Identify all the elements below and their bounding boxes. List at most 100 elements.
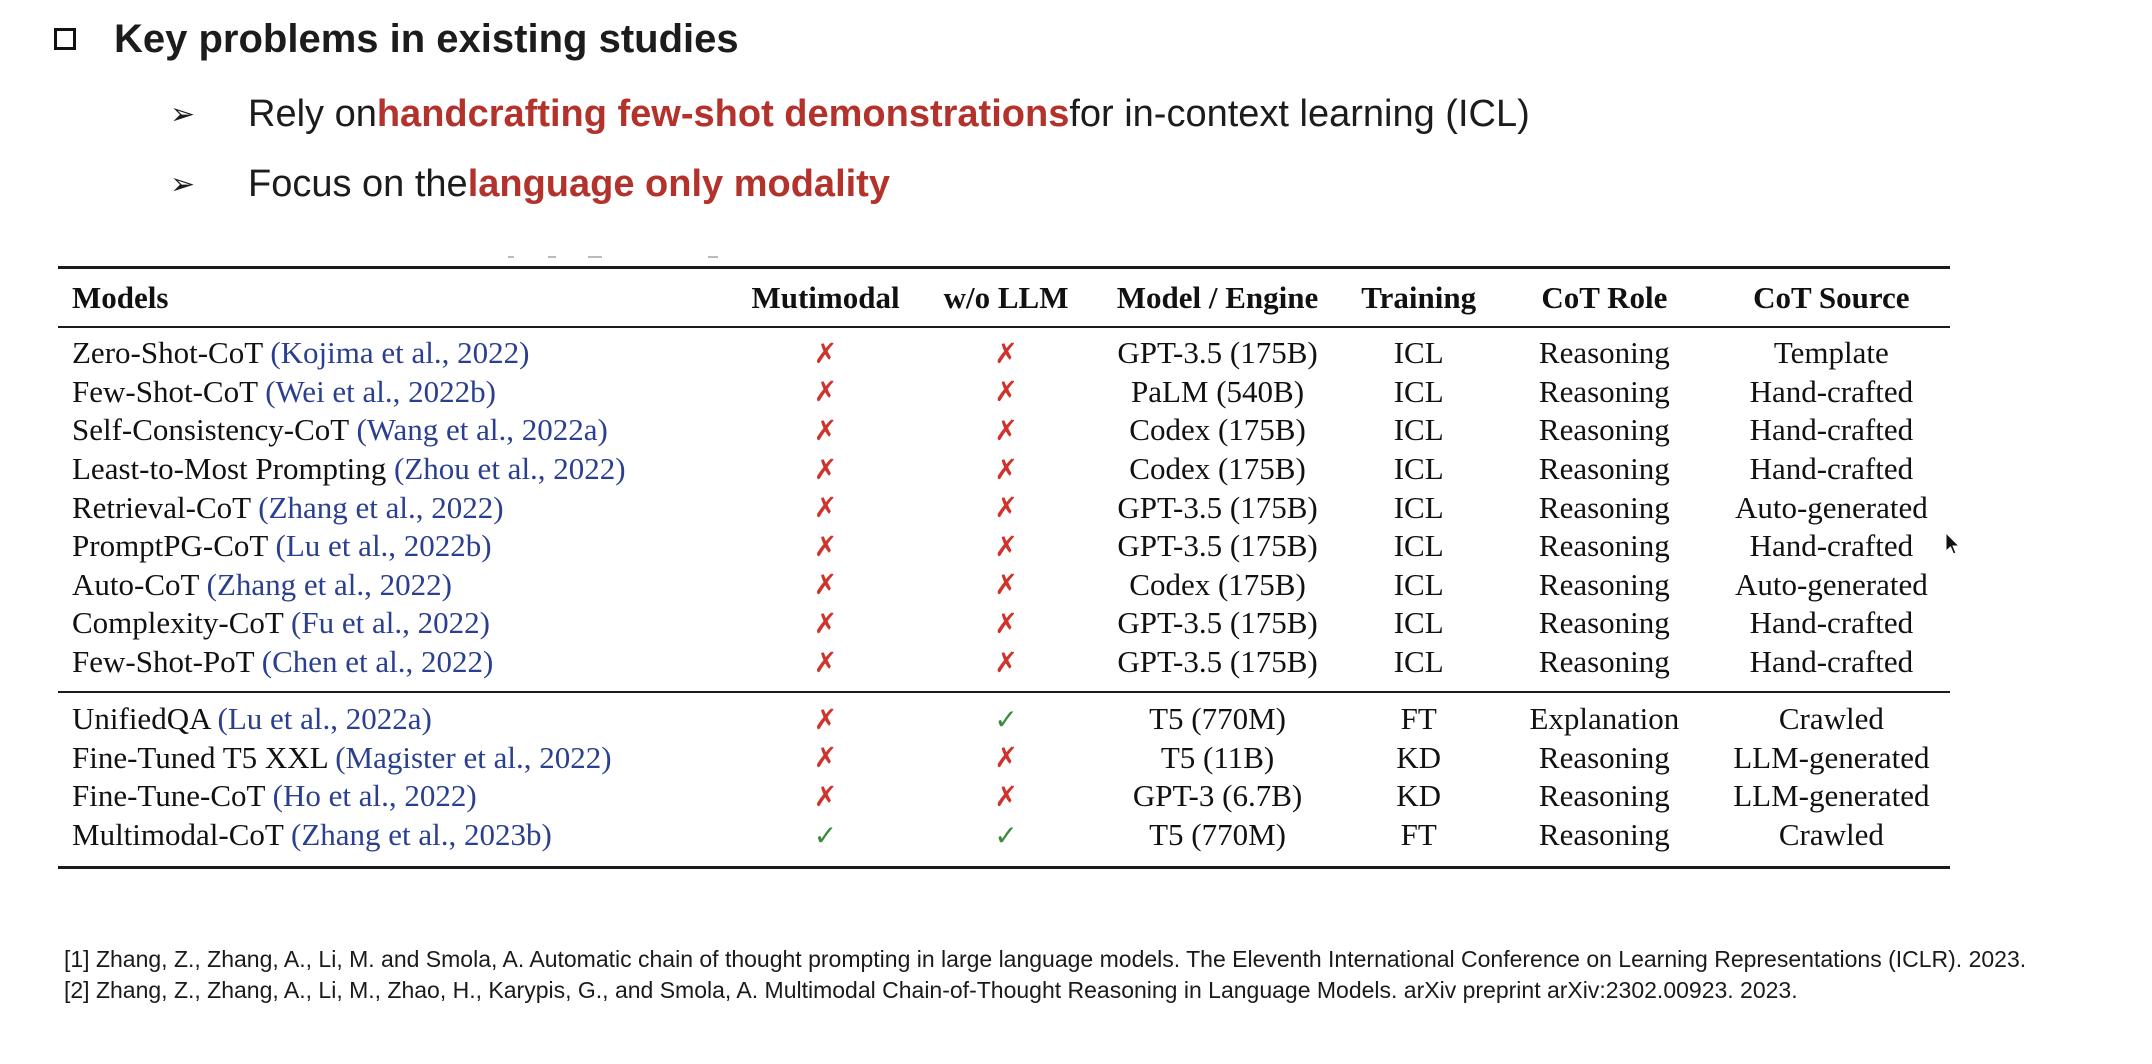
table-row: UnifiedQA (Lu et al., 2022a) ✗ ✓ T5 (770M) F…	[58, 700, 1950, 739]
cell-training: ICL	[1393, 605, 1444, 641]
comparison-table-group1: Zero-Shot-CoT (Kojima et al., 2022) ✗ ✗ GPT…	[58, 334, 1950, 681]
cell-engine: GPT-3.5 (175B)	[1117, 335, 1318, 371]
bullet-text-before: Rely on	[248, 92, 377, 135]
citation-link[interactable]: (Magister et al., 2022)	[335, 739, 612, 775]
cell-cot-source: Hand-crafted	[1749, 644, 1914, 680]
col-header-wo-llm: w/o LLM	[943, 280, 1069, 315]
artifact-marks	[508, 256, 718, 258]
arrow-icon: ➢	[170, 97, 196, 131]
cell-cot-source: LLM-generated	[1733, 778, 1930, 814]
cell-multimodal: ✗	[813, 375, 838, 409]
cell-wo-llm: ✗	[994, 336, 1018, 370]
cell-cot-source: Crawled	[1778, 701, 1884, 737]
cell-cot-source: Auto-generated	[1734, 489, 1928, 525]
cell-model: Complexity-CoT (Fu et al., 2022)	[58, 604, 733, 643]
cell-wo-llm: ✗	[994, 606, 1018, 640]
table-row: Self-Consistency-CoT (Wang et al., 2022a…	[58, 411, 1950, 450]
cell-model: Zero-Shot-CoT (Kojima et al., 2022)	[58, 334, 733, 373]
cell-training: ICL	[1393, 373, 1444, 409]
cell-model: PromptPG-CoT (Lu et al., 2022b)	[58, 527, 733, 566]
cell-training: ICL	[1393, 412, 1444, 448]
bullet-highlight: language only modality	[467, 162, 890, 205]
cell-wo-llm: ✗	[994, 529, 1018, 563]
cell-cot-source: Auto-generated	[1734, 566, 1928, 602]
citation-link[interactable]: (Wei et al., 2022b)	[265, 373, 496, 409]
cell-cot-role: Reasoning	[1538, 605, 1670, 641]
references: [1] Zhang, Z., Zhang, A., Li, M. and Smo…	[64, 944, 2104, 1006]
cell-multimodal: ✗	[813, 606, 838, 640]
cell-engine: GPT-3 (6.7B)	[1132, 778, 1303, 814]
cell-model: Few-Shot-PoT (Chen et al., 2022)	[58, 643, 733, 682]
model-name: Complexity-CoT	[72, 605, 292, 641]
citation-link[interactable]: (Lu et al., 2022b)	[275, 528, 492, 564]
cell-cot-role: Explanation	[1529, 701, 1680, 737]
cell-engine: T5 (770M)	[1149, 701, 1286, 737]
cell-cot-source: Template	[1773, 335, 1889, 371]
table-row: Auto-CoT (Zhang et al., 2022) ✗ ✗ Codex (17…	[58, 566, 1950, 605]
cell-engine: T5 (11B)	[1160, 739, 1275, 775]
citation-link[interactable]: (Wang et al., 2022a)	[356, 412, 608, 448]
cell-cot-source: Crawled	[1778, 817, 1884, 853]
model-name: Fine-Tuned T5 XXL	[72, 739, 336, 775]
citation-link[interactable]: (Zhang et al., 2022)	[206, 566, 452, 602]
model-name: Few-Shot-CoT	[72, 373, 266, 409]
model-name: Auto-CoT	[72, 566, 207, 602]
cell-wo-llm: ✗	[994, 491, 1018, 525]
citation-link[interactable]: (Zhou et al., 2022)	[394, 451, 626, 487]
citation-link[interactable]: (Ho et al., 2022)	[272, 778, 477, 814]
cell-multimodal: ✗	[813, 645, 838, 679]
cell-cot-role: Reasoning	[1538, 778, 1670, 814]
cell-cot-role: Reasoning	[1538, 644, 1670, 680]
cell-multimodal: ✗	[813, 529, 838, 563]
col-header-cot-source: CoT Source	[1753, 280, 1910, 315]
bullet-text-before: Focus on the	[248, 162, 468, 205]
cell-engine: GPT-3.5 (175B)	[1117, 528, 1318, 564]
bullet-item: ➢ Rely on handcrafting few-shot demonstr…	[170, 84, 1530, 144]
cell-engine: Codex (175B)	[1129, 412, 1306, 448]
col-header-training: Training	[1361, 280, 1477, 315]
table-row: Complexity-CoT (Fu et al., 2022) ✗ ✗ GPT-3.…	[58, 604, 1950, 643]
cell-engine: GPT-3.5 (175B)	[1117, 644, 1318, 680]
citation-link[interactable]: (Fu et al., 2022)	[291, 605, 490, 641]
cell-training: ICL	[1393, 489, 1444, 525]
citation-link[interactable]: (Zhang et al., 2022)	[258, 489, 504, 525]
cell-model: Auto-CoT (Zhang et al., 2022)	[58, 566, 733, 605]
citation-link[interactable]: (Zhang et al., 2023b)	[291, 817, 552, 853]
comparison-table-header: Models Mutimodal w/o LLM Model / Engine …	[58, 269, 1950, 327]
table-row: Fine-Tune-CoT (Ho et al., 2022) ✗ ✗ GPT-3 (…	[58, 777, 1950, 816]
model-name: Retrieval-CoT	[72, 489, 259, 525]
col-header-multimodal: Mutimodal	[751, 280, 900, 315]
citation-link[interactable]: (Chen et al., 2022)	[261, 644, 494, 680]
table-row: Few-Shot-CoT (Wei et al., 2022b) ✗ ✗ PaLM (…	[58, 373, 1950, 412]
model-name: PromptPG-CoT	[72, 528, 276, 564]
cell-multimodal: ✗	[813, 702, 838, 736]
table-row: Least-to-Most Prompting (Zhou et al., 20…	[58, 450, 1950, 489]
reference-2: [2] Zhang, Z., Zhang, A., Li, M., Zhao, …	[64, 977, 1798, 1003]
model-name: Few-Shot-PoT	[72, 644, 262, 680]
cell-training: ICL	[1393, 566, 1444, 602]
cell-training: KD	[1396, 739, 1442, 775]
col-header-models: Models	[72, 280, 169, 315]
arrow-icon: ➢	[170, 167, 196, 201]
cell-training: ICL	[1393, 451, 1444, 487]
table-bottom-rule	[58, 866, 1950, 869]
cell-wo-llm: ✗	[994, 452, 1018, 486]
citation-link[interactable]: (Kojima et al., 2022)	[270, 335, 530, 371]
cell-model: Multimodal-CoT (Zhang et al., 2023b)	[58, 816, 733, 855]
cell-multimodal: ✗	[813, 779, 838, 813]
table-header-rule	[58, 326, 1950, 328]
cell-multimodal: ✗	[813, 491, 838, 525]
citation-link[interactable]: (Lu et al., 2022a)	[217, 701, 432, 737]
cell-training: ICL	[1393, 528, 1444, 564]
cell-engine: PaLM (540B)	[1130, 373, 1305, 409]
cell-wo-llm: ✓	[994, 702, 1018, 736]
model-name: Least-to-Most Prompting	[72, 451, 395, 487]
table-group-rule	[58, 691, 1950, 693]
bullet-item: ➢ Focus on the language only modality	[170, 154, 890, 214]
cell-multimodal: ✗	[813, 568, 838, 602]
col-header-cot-role: CoT Role	[1541, 280, 1668, 315]
model-name: Fine-Tune-CoT	[72, 778, 273, 814]
cell-engine: GPT-3.5 (175B)	[1117, 605, 1318, 641]
cell-model: Self-Consistency-CoT (Wang et al., 2022a…	[58, 411, 733, 450]
cell-wo-llm: ✗	[994, 645, 1018, 679]
